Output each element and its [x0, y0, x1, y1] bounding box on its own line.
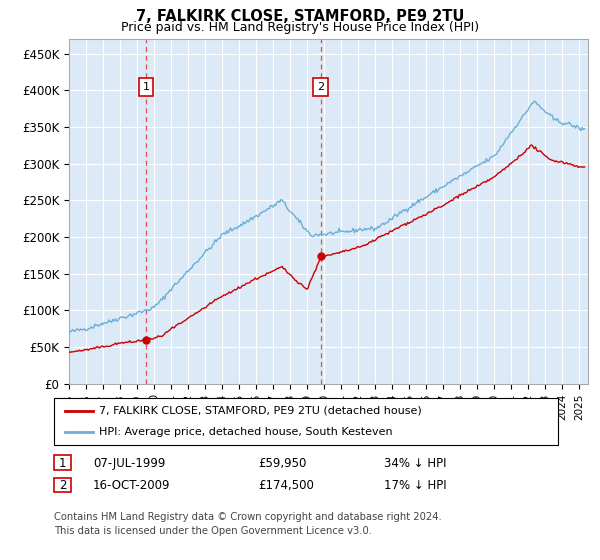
Text: 16-OCT-2009: 16-OCT-2009	[93, 479, 170, 492]
Text: 07-JUL-1999: 07-JUL-1999	[93, 456, 166, 470]
Text: 17% ↓ HPI: 17% ↓ HPI	[384, 479, 446, 492]
Text: 7, FALKIRK CLOSE, STAMFORD, PE9 2TU (detached house): 7, FALKIRK CLOSE, STAMFORD, PE9 2TU (det…	[99, 406, 422, 416]
Text: 1: 1	[142, 82, 149, 92]
Text: 1: 1	[59, 456, 66, 470]
Text: HPI: Average price, detached house, South Kesteven: HPI: Average price, detached house, Sout…	[99, 427, 392, 437]
Text: 7, FALKIRK CLOSE, STAMFORD, PE9 2TU: 7, FALKIRK CLOSE, STAMFORD, PE9 2TU	[136, 9, 464, 24]
Text: 34% ↓ HPI: 34% ↓ HPI	[384, 456, 446, 470]
Text: 2: 2	[59, 479, 66, 492]
Text: Contains HM Land Registry data © Crown copyright and database right 2024.
This d: Contains HM Land Registry data © Crown c…	[54, 512, 442, 536]
Text: £59,950: £59,950	[258, 456, 307, 470]
Text: £174,500: £174,500	[258, 479, 314, 492]
Text: Price paid vs. HM Land Registry's House Price Index (HPI): Price paid vs. HM Land Registry's House …	[121, 21, 479, 34]
Text: 2: 2	[317, 82, 324, 92]
